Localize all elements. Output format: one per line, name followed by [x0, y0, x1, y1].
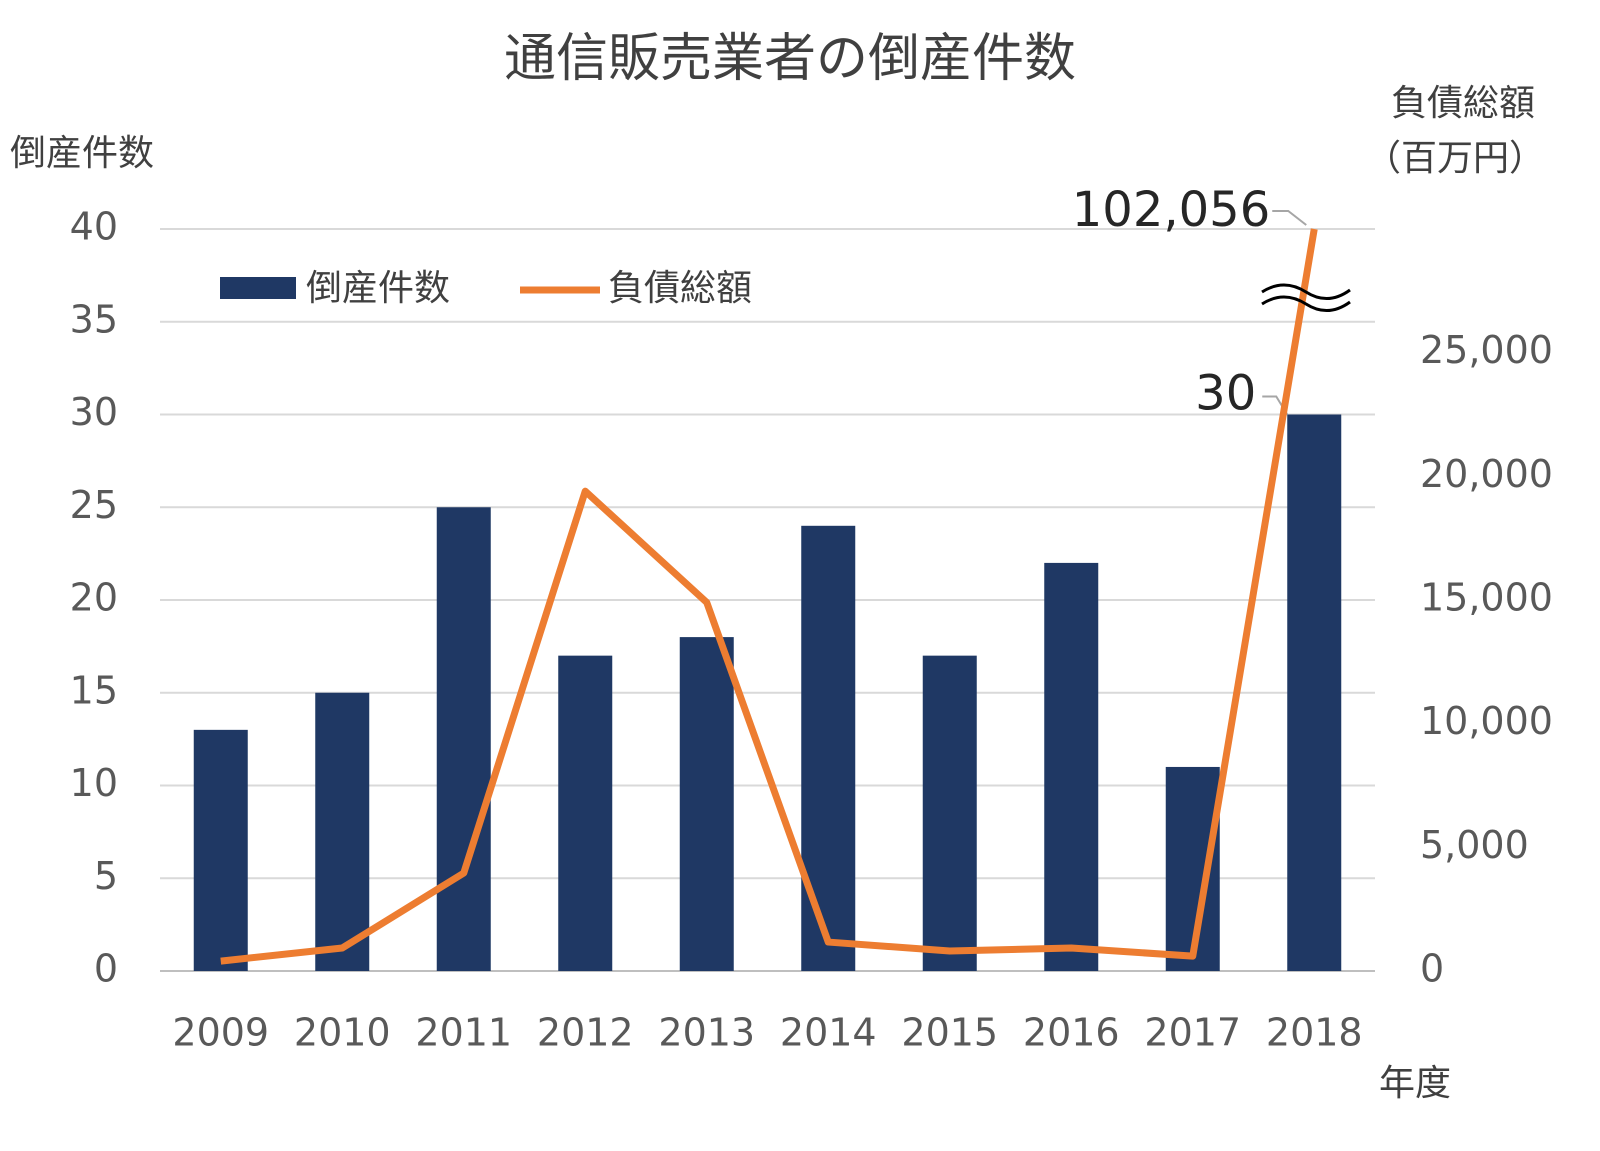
- y2-tick-label: 25,000: [1420, 328, 1553, 372]
- legend-swatch: [220, 277, 296, 299]
- y-tick-label: 15: [70, 668, 118, 712]
- legend-label: 負債総額: [608, 268, 752, 309]
- bar: [679, 637, 734, 971]
- x-axis-label: 年度: [1379, 1063, 1451, 1104]
- y2-tick-label: 10,000: [1420, 699, 1553, 743]
- legend-label: 倒産件数: [306, 268, 450, 309]
- bar: [1287, 414, 1342, 971]
- y-tick-label: 0: [94, 947, 118, 991]
- y2-tick-label: 5,000: [1420, 823, 1529, 867]
- y2-tick-label: 0: [1420, 947, 1444, 991]
- data-label: 30: [1195, 366, 1256, 422]
- x-tick-label: 2010: [294, 1011, 391, 1055]
- bar: [922, 655, 977, 971]
- x-tick-label: 2009: [172, 1011, 269, 1055]
- leader-line: [1272, 210, 1307, 226]
- bar: [558, 655, 613, 971]
- x-tick-label: 2014: [780, 1011, 877, 1055]
- y2-tick-label: 15,000: [1420, 576, 1553, 620]
- axis-break: [1261, 283, 1351, 312]
- x-tick-label: 2017: [1144, 1011, 1241, 1055]
- y2-tick-label: 20,000: [1420, 452, 1553, 496]
- y-tick-label: 35: [70, 297, 118, 341]
- y-tick-label: 25: [70, 483, 118, 527]
- bar: [801, 525, 856, 971]
- y-axis-label: 倒産件数: [10, 133, 154, 174]
- y-tick-label: 5: [94, 854, 118, 898]
- y2-axis-label: 負債総額: [1391, 83, 1535, 124]
- bar: [436, 507, 491, 971]
- x-tick-label: 2018: [1266, 1011, 1363, 1055]
- x-tick-label: 2011: [415, 1011, 512, 1055]
- x-tick-label: 2015: [901, 1011, 998, 1055]
- x-tick-label: 2016: [1023, 1011, 1120, 1055]
- line-series: [220, 228, 1318, 965]
- x-tick-label: 2013: [658, 1011, 755, 1055]
- y-tick-label: 30: [70, 390, 118, 434]
- y2-axis-label: （百万円）: [1365, 138, 1545, 179]
- bar: [193, 729, 248, 971]
- bar: [1044, 562, 1099, 971]
- chart-title: 通信販売業者の倒産件数: [504, 29, 1076, 89]
- y-tick-label: 10: [70, 761, 118, 805]
- data-label: 102,056: [1072, 182, 1271, 238]
- y-tick-label: 40: [70, 205, 118, 249]
- x-tick-label: 2012: [537, 1011, 634, 1055]
- bar: [315, 692, 370, 971]
- y-tick-label: 20: [70, 576, 118, 620]
